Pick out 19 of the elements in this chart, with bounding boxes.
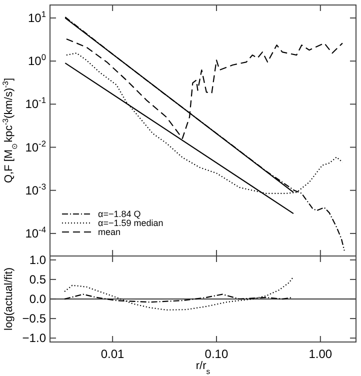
y-tick-label: 10$^{-3}$ (25, 181, 46, 198)
legend-label: α=−1.84 Q (98, 209, 141, 219)
y-tick-label: 0.0 (29, 292, 46, 306)
y-tick-label: 10$^{-2}$ (25, 138, 46, 154)
y-tick-label: 10$^{0}$ (28, 52, 46, 68)
x-tick-label: 0.01 (100, 347, 125, 361)
x-axis-title: r/r$_{s}$ (196, 360, 210, 376)
y-tick-label: 10$^{1}$ (28, 8, 46, 25)
legend-label: α=−1.59 median (98, 218, 164, 228)
y-tick-label: 10$^{-4}$ (25, 224, 46, 240)
x-tick-label: 1.00 (308, 347, 332, 361)
y-tick-label: −1.0 (22, 331, 46, 346)
y-tick-label: 1.0 (29, 252, 46, 267)
x-tick-label: 0.10 (204, 347, 228, 361)
y-tick-label: 10$^{-1}$ (25, 95, 46, 112)
y-axis-title: log(actual/fit) (3, 268, 15, 330)
legend-label: mean (98, 227, 121, 237)
y-tick-label: 0.5 (29, 272, 46, 286)
y-tick-label: −0.5 (22, 312, 46, 326)
